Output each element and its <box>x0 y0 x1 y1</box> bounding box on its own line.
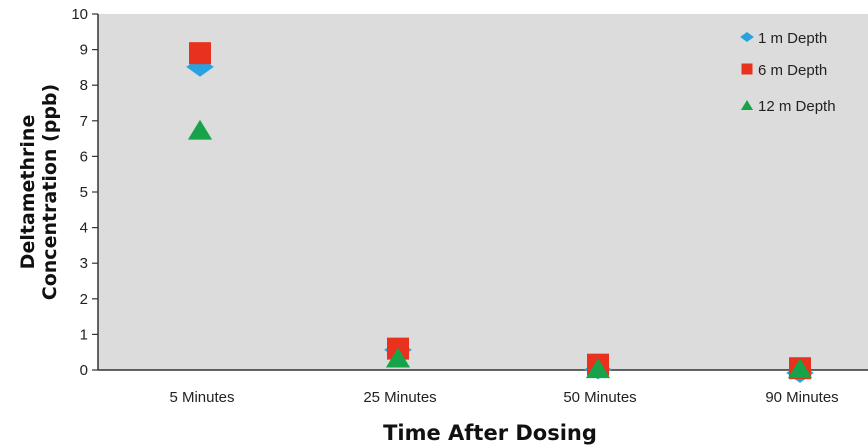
legend-label: 6 m Depth <box>758 62 827 79</box>
x-tick-label: 25 Minutes <box>363 389 436 406</box>
legend-marker-diamond <box>740 32 754 42</box>
y-tick-label: 1 <box>80 326 88 343</box>
y-tick-label: 7 <box>80 113 88 130</box>
y-tick-label: 3 <box>80 255 88 272</box>
plot-area <box>98 14 868 370</box>
x-tick-label: 90 Minutes <box>765 389 838 406</box>
y-axis-title-line-2: Concentration (ppb) <box>39 84 61 300</box>
legend-label: 1 m Depth <box>758 30 827 47</box>
legend-marker-square <box>741 63 753 75</box>
y-axis-title: Deltamethrine Concentration (ppb) <box>17 84 61 300</box>
data-point-triangle <box>585 358 611 379</box>
data-point-square <box>189 42 211 65</box>
y-tick-label: 2 <box>80 291 88 308</box>
y-tick-label: 4 <box>80 220 88 237</box>
y-tick-label: 8 <box>80 77 88 94</box>
y-tick-label: 9 <box>80 42 88 59</box>
data-points <box>186 42 814 383</box>
y-axis-ticks: 0 1 2 3 4 5 6 7 8 9 10 <box>71 6 98 379</box>
x-axis-ticks: 5 Minutes 25 Minutes 50 Minutes 90 Minutes <box>169 389 838 406</box>
y-tick-label: 5 <box>80 184 88 201</box>
x-tick-label: 50 Minutes <box>563 389 636 406</box>
data-point-triangle <box>187 119 213 140</box>
data-point-triangle <box>787 358 813 379</box>
y-axis-title-line-1: Deltamethrine <box>17 115 39 270</box>
legend-marker-triangle <box>740 100 754 110</box>
legend-label: 12 m Depth <box>758 98 836 115</box>
y-tick-label: 10 <box>71 6 88 23</box>
y-tick-label: 0 <box>80 362 88 379</box>
data-point-triangle <box>385 347 411 368</box>
y-tick-label: 6 <box>80 148 88 165</box>
x-tick-label: 5 Minutes <box>169 389 234 406</box>
x-axis-title: Time After Dosing <box>383 421 597 445</box>
legend: 1 m Depth 6 m Depth 12 m Depth <box>740 30 836 115</box>
